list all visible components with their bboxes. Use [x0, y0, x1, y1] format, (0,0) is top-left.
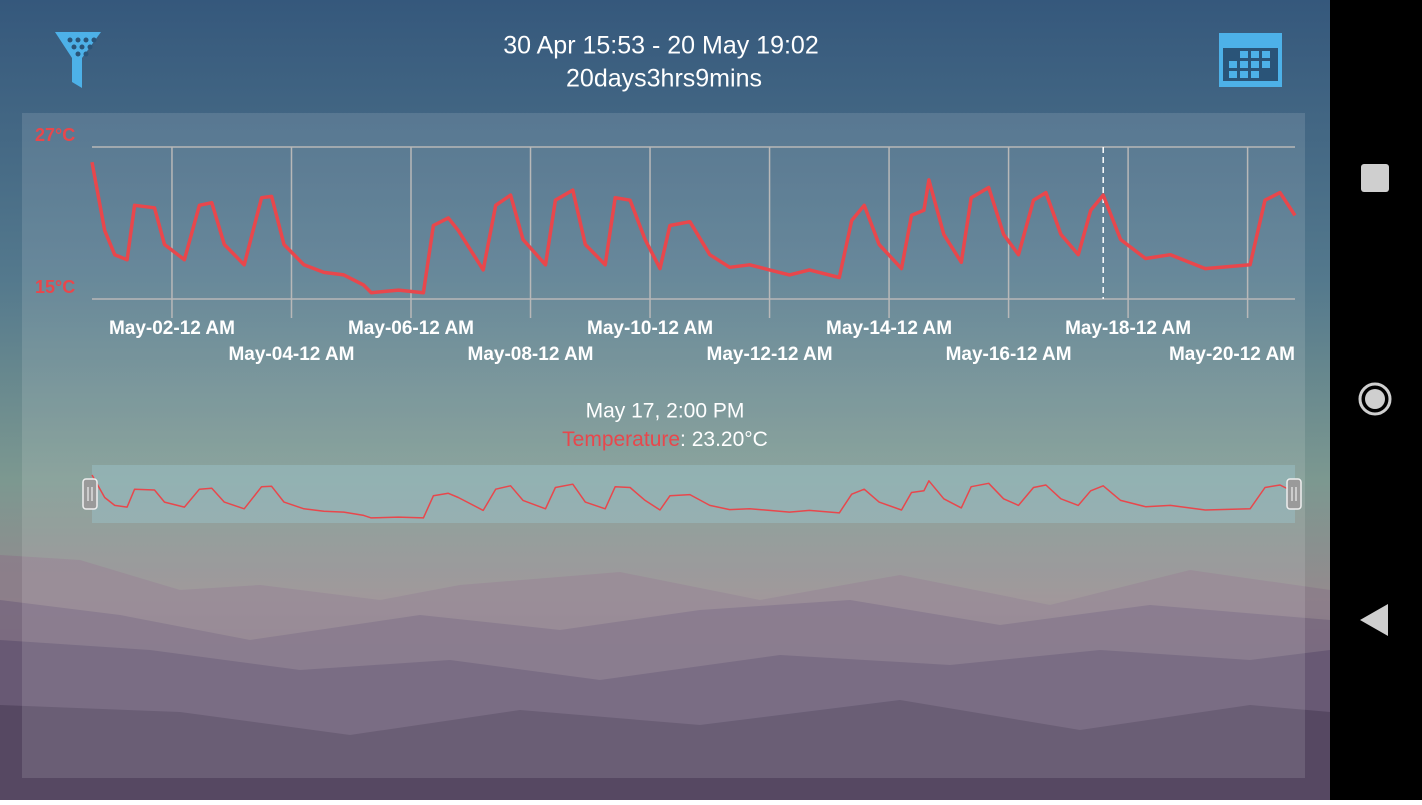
x-tick-label: May-20-12 AM	[1169, 344, 1295, 365]
x-tick-label: May-12-12 AM	[707, 344, 833, 365]
series-line	[90, 161, 1297, 295]
chart-panel	[22, 113, 1305, 778]
y-tick-label: 15°C	[35, 277, 75, 297]
x-tick-label: May-18-12 AM	[1065, 318, 1191, 339]
mountains	[0, 555, 1330, 800]
navigator-handle[interactable]	[82, 478, 98, 510]
tooltip-name: Temperature	[562, 428, 680, 451]
x-tick-label: May-04-12 AM	[228, 344, 354, 365]
x-tick-label: May-16-12 AM	[946, 344, 1072, 365]
back-button[interactable]	[1360, 604, 1388, 636]
x-tick-label: May-10-12 AM	[587, 318, 713, 339]
filter-icon[interactable]	[55, 32, 101, 88]
navigator-handle[interactable]	[1286, 478, 1302, 510]
recents-button[interactable]	[1361, 164, 1389, 192]
x-tick-label: May-08-12 AM	[468, 344, 594, 365]
tooltip-body: Temperature: 23.20°C	[562, 428, 768, 451]
range-title: 30 Apr 15:53 - 20 May 19:02	[503, 32, 819, 60]
x-tick-label: May-14-12 AM	[826, 318, 952, 339]
x-tick-label: May-02-12 AM	[109, 318, 235, 339]
tooltip-value: : 23.20°C	[680, 428, 768, 451]
home-dot	[1365, 389, 1385, 409]
y-tick-label: 27°C	[35, 125, 75, 145]
home-button[interactable]	[1358, 382, 1392, 416]
duration: 20days3hrs9mins	[566, 65, 762, 93]
navigator-line	[91, 474, 1296, 519]
navigator[interactable]	[92, 465, 1295, 523]
x-tick-label: May-06-12 AM	[348, 318, 474, 339]
tooltip-title: May 17, 2:00 PM	[586, 400, 745, 423]
calendar-icon[interactable]	[1219, 33, 1282, 87]
